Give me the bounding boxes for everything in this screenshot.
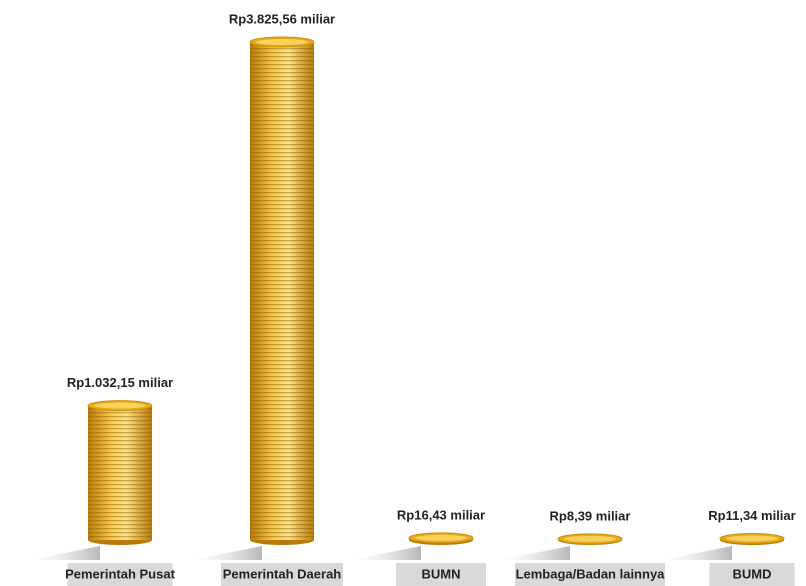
coin-stack bbox=[249, 36, 315, 545]
category-label: BUMD bbox=[733, 566, 772, 581]
coin-part bbox=[726, 535, 778, 542]
category-box bbox=[221, 563, 343, 586]
category-box bbox=[515, 563, 665, 586]
coin-part bbox=[88, 405, 152, 540]
coin-part bbox=[250, 42, 314, 540]
stack-shadow bbox=[351, 546, 421, 560]
category-label: BUMN bbox=[422, 566, 461, 581]
coin-part bbox=[94, 402, 146, 409]
category-box bbox=[396, 563, 486, 586]
stack-shadow bbox=[192, 546, 262, 560]
coin-stack bbox=[719, 533, 785, 545]
coin-stack bbox=[87, 400, 153, 545]
category-label: Lembaga/Badan lainnya bbox=[516, 566, 666, 581]
category-label: Pemerintah Daerah bbox=[223, 566, 342, 581]
value-label: Rp3.825,56 miliar bbox=[229, 11, 335, 26]
value-label: Rp8,39 miliar bbox=[550, 508, 631, 523]
coin-part bbox=[256, 39, 308, 45]
coin-part bbox=[564, 535, 616, 542]
coin-stack bbox=[408, 532, 474, 545]
category-box bbox=[67, 563, 173, 586]
category-label: Pemerintah Pusat bbox=[65, 566, 175, 581]
stack-shadow bbox=[662, 546, 732, 560]
stack-shadow bbox=[500, 546, 570, 560]
category-box bbox=[709, 563, 795, 586]
value-label: Rp16,43 miliar bbox=[397, 507, 485, 522]
coin-part bbox=[415, 534, 467, 541]
value-label: Rp1.032,15 miliar bbox=[67, 375, 173, 390]
value-label: Rp11,34 miliar bbox=[708, 508, 795, 523]
stack-shadow bbox=[30, 546, 100, 560]
coin-stack bbox=[557, 533, 623, 545]
